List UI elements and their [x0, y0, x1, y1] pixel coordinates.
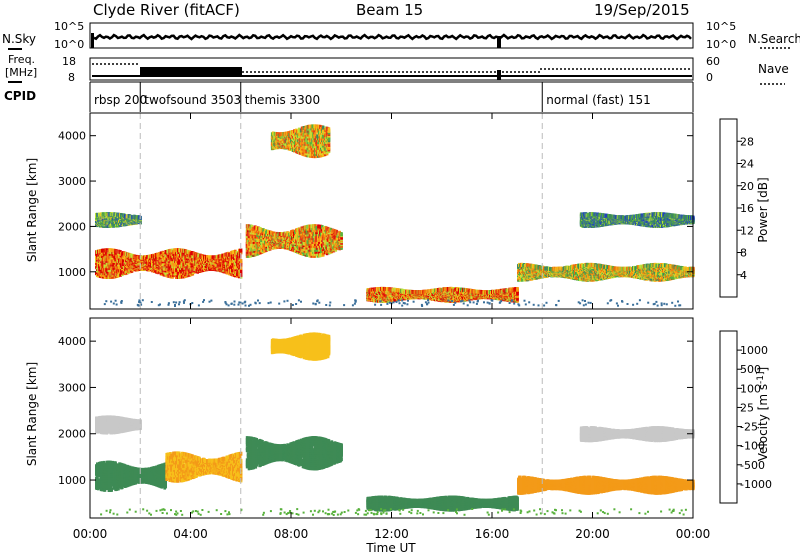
noise-right-tick-bottom: 10^0 — [706, 38, 736, 51]
noise-right-label: N.Search — [748, 32, 800, 46]
cpid-mode-label: themis 3300 — [245, 93, 320, 107]
noise-left-tick-bottom: 10^0 — [54, 38, 84, 51]
noise-left-tick-top: 10^5 — [54, 20, 84, 33]
cpid-mode-label: rbsp 200 — [94, 93, 147, 107]
freq-left-label-2: [MHz] — [5, 66, 37, 79]
station-title: Clyde River (fitACF) — [93, 1, 240, 19]
freq-right-tick-bottom: 0 — [706, 71, 713, 84]
cpid-label: CPID — [4, 89, 36, 103]
noise-gap-marker — [497, 36, 501, 48]
data-cell — [103, 264, 107, 269]
freq-left-tick-bottom: 8 — [68, 71, 75, 84]
noise-panel-frame — [89, 22, 694, 49]
noise-right-tick-top: 10^5 — [706, 20, 736, 33]
data-cell — [239, 248, 243, 253]
freq-left-tick-top: 18 — [62, 55, 76, 68]
data-cell — [239, 269, 243, 274]
data-cell — [327, 127, 331, 132]
cpid-mode-label: twofsound 3503 — [144, 93, 241, 107]
freq-panel-frame — [89, 57, 694, 81]
noise-start-marker — [91, 33, 94, 48]
data-cell — [110, 248, 114, 253]
cpid-mode-label: normal (fast) 151 — [546, 93, 650, 107]
date-title: 19/Sep/2015 — [594, 1, 690, 19]
nave-label: Nave — [758, 62, 789, 76]
beam-title: Beam 15 — [356, 1, 423, 19]
data-cell — [169, 248, 172, 253]
freq-gap-marker — [497, 70, 501, 80]
data-cell — [159, 251, 163, 256]
data-cell — [340, 232, 343, 237]
freq-left-label-1: Freq. — [8, 53, 35, 66]
noise-left-label: N.Sky — [2, 32, 36, 46]
freq-twofsound-block — [140, 67, 242, 75]
noise-sky-trace — [93, 33, 692, 41]
data-cell — [239, 259, 243, 263]
freq-right-tick-top: 60 — [706, 55, 720, 68]
